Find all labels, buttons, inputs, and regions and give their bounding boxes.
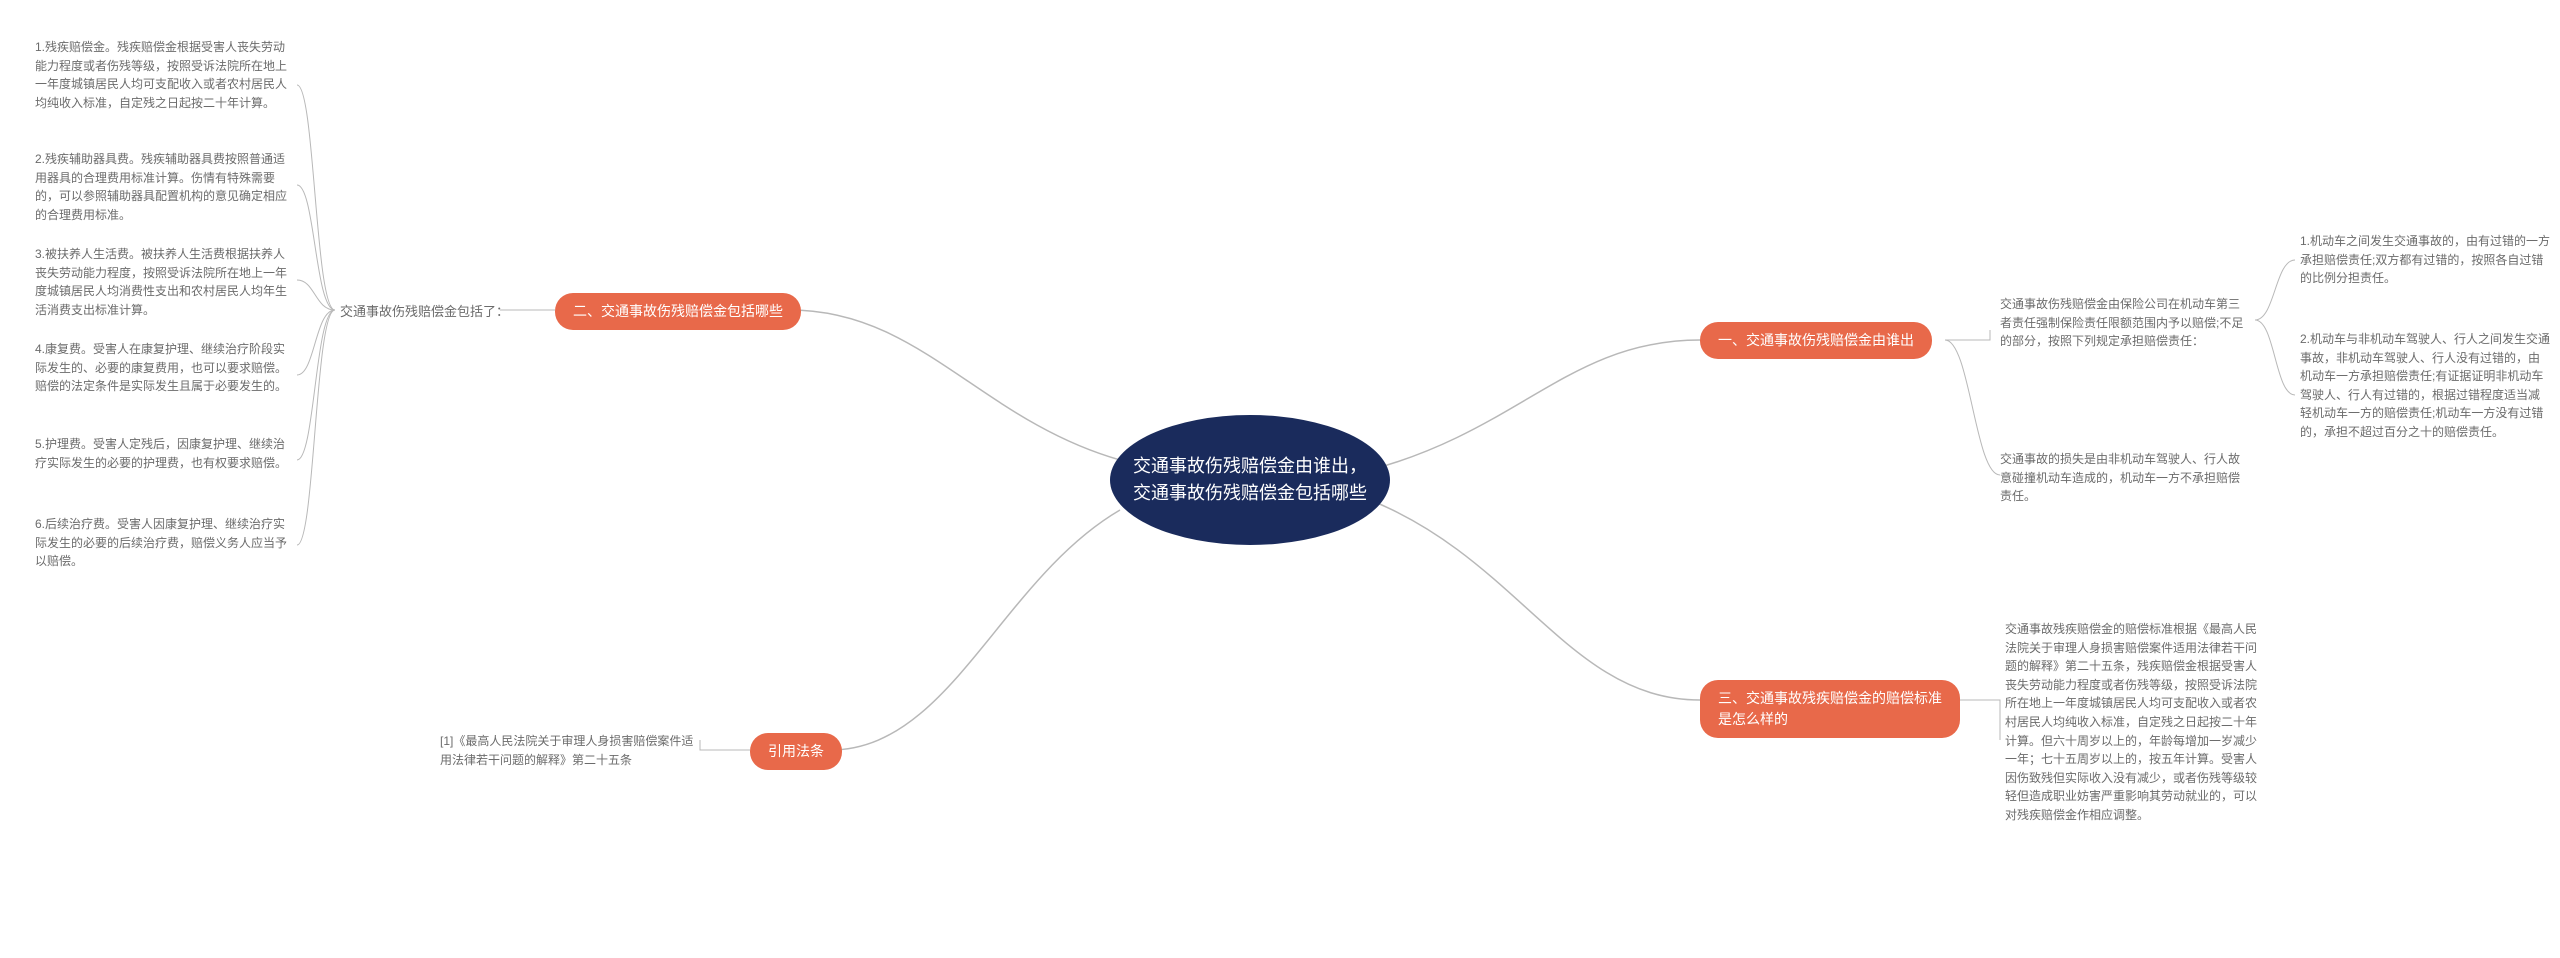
branch-2-item-3: 3.被扶养人生活费。被扶养人生活费根据扶养人丧失劳动能力程度，按照受诉法院所在地…: [35, 245, 295, 319]
branch-4-label: 引用法条: [768, 743, 824, 759]
branch-1-note: 交通事故的损失是由非机动车驾驶人、行人故意碰撞机动车造成的，机动车一方不承担赔偿…: [2000, 450, 2250, 506]
branch-2-item-4: 4.康复费。受害人在康复护理、继续治疗阶段实际发生的、必要的康复费用，也可以要求…: [35, 340, 295, 396]
branch-3[interactable]: 三、交通事故残疾赔偿金的赔偿标准是怎么样的: [1700, 680, 1960, 738]
branch-4[interactable]: 引用法条: [750, 733, 842, 770]
branch-1[interactable]: 一、交通事故伤残赔偿金由谁出: [1700, 322, 1932, 359]
branch-2-item-5: 5.护理费。受害人定残后，因康复护理、继续治疗实际发生的必要的护理费，也有权要求…: [35, 435, 295, 472]
branch-1-item-2: 2.机动车与非机动车驾驶人、行人之间发生交通事故，非机动车驾驶人、行人没有过错的…: [2300, 330, 2550, 442]
center-topic[interactable]: 交通事故伤残赔偿金由谁出，交通事故伤残赔偿金包括哪些: [1110, 415, 1390, 545]
branch-4-text: [1]《最高人民法院关于审理人身损害赔偿案件适用法律若干问题的解释》第二十五条: [440, 732, 695, 769]
center-title: 交通事故伤残赔偿金由谁出，交通事故伤残赔偿金包括哪些: [1130, 453, 1370, 507]
branch-2-item-6: 6.后续治疗费。受害人因康复护理、继续治疗实际发生的必要的后续治疗费，赔偿义务人…: [35, 515, 295, 571]
branch-2-item-2: 2.残疾辅助器具费。残疾辅助器具费按照普通适用器具的合理费用标准计算。伤情有特殊…: [35, 150, 295, 224]
branch-2-label: 二、交通事故伤残赔偿金包括哪些: [573, 303, 783, 319]
branch-1-label: 一、交通事故伤残赔偿金由谁出: [1718, 332, 1914, 348]
branch-2-item-1: 1.残疾赔偿金。残疾赔偿金根据受害人丧失劳动能力程度或者伤残等级，按照受诉法院所…: [35, 38, 295, 112]
branch-2[interactable]: 二、交通事故伤残赔偿金包括哪些: [555, 293, 801, 330]
branch-3-text: 交通事故残疾赔偿金的赔偿标准根据《最高人民法院关于审理人身损害赔偿案件适用法律若…: [2005, 620, 2265, 825]
branch-3-label: 三、交通事故残疾赔偿金的赔偿标准是怎么样的: [1718, 690, 1942, 727]
branch-1-intro: 交通事故伤残赔偿金由保险公司在机动车第三者责任强制保险责任限额范围内予以赔偿;不…: [2000, 295, 2250, 351]
branch-1-item-1: 1.机动车之间发生交通事故的，由有过错的一方承担赔偿责任;双方都有过错的，按照各…: [2300, 232, 2550, 288]
branch-2-sub: 交通事故伤残赔偿金包括了：: [340, 302, 509, 322]
